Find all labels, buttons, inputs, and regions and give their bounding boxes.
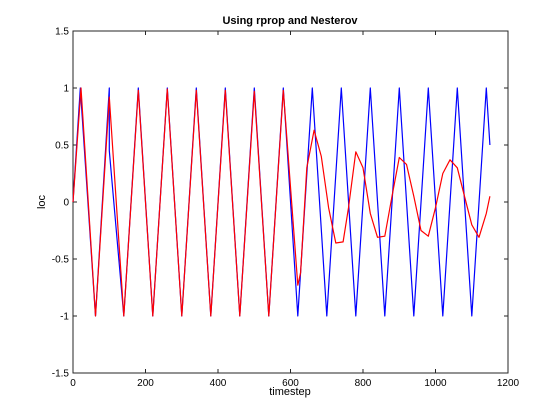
y-tick-label: -0.5 [52,255,70,266]
chart-title: Using rprop and Nesterov [222,15,358,27]
x-axis-label: timestep [269,386,311,398]
x-tick-label: 400 [210,378,227,389]
x-tick-label: 800 [355,378,372,389]
y-tick-label: 0 [63,198,69,209]
x-tick-label: 1000 [424,378,447,389]
axis-ticks: 0 200 400 600 800 1000 1200 -1.5 -1 -0.5 0 0.5 1 1.5 [52,27,520,390]
y-tick-label: -1 [60,312,69,323]
y-axis-label: loc [36,194,48,209]
series-line-2 [72,87,491,317]
x-tick-label: 0 [70,378,76,389]
y-tick-label: 1.5 [55,27,69,38]
series-lines [72,87,491,317]
x-tick-label: 200 [137,378,154,389]
x-tick-label: 600 [282,378,299,389]
y-tick-label: 0.5 [55,141,69,152]
y-tick-label: -1.5 [52,369,70,380]
x-tick-label: 1200 [497,378,520,389]
y-tick-label: 1 [63,84,69,95]
